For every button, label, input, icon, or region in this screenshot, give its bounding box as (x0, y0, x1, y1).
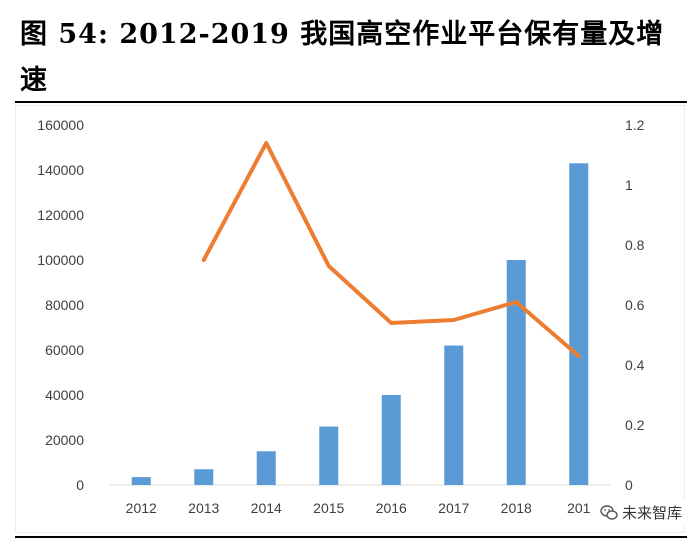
bar-2012 (131, 477, 151, 485)
y-left-tick-label: 140000 (37, 162, 84, 178)
y-left-tick-label: 0 (76, 477, 84, 493)
chart-area: 160000 140000 120000 100000 80000 60000 40000 2… (14, 104, 686, 534)
y-left-tick-label: 120000 (37, 207, 84, 223)
left-axis-ticks: 160000 140000 120000 100000 80000 60000 40000 2… (37, 117, 84, 493)
bar-2016 (381, 395, 401, 485)
y-left-tick-label: 20000 (45, 432, 84, 448)
y-right-tick-label: 0.2 (625, 417, 645, 433)
y-right-tick-label: 0 (625, 477, 633, 493)
growth-line-series (201, 141, 581, 358)
x-axis-ticks: 2012 2013 2014 2015 2016 2017 2018 201 (126, 500, 591, 516)
x-tick-label: 2013 (188, 500, 219, 516)
bar-2017 (444, 345, 464, 485)
bar-2013 (194, 469, 214, 485)
figure-title: 图 54: 2012-2019 我国高空作业平台保有量及增速 (20, 19, 665, 96)
y-left-tick-label: 160000 (37, 117, 84, 133)
bar-2014 (256, 451, 276, 485)
y-right-tick-label: 0.6 (625, 297, 645, 313)
x-tick-label: 2018 (501, 500, 532, 516)
x-tick-label: 2017 (438, 500, 469, 516)
bar-2015 (319, 426, 339, 485)
x-tick-label: 2015 (313, 500, 344, 516)
y-left-tick-label: 100000 (37, 252, 84, 268)
chart-svg: 1600001400001200001000008000060000400002… (14, 104, 686, 534)
watermark-text: 未来智库 (621, 504, 682, 522)
y-right-tick-label: 1 (625, 177, 633, 193)
x-tick-label: 2014 (251, 500, 282, 516)
y-left-tick-label: 80000 (45, 297, 84, 313)
y-right-tick-label: 0.8 (625, 237, 645, 253)
x-tick-label: 201 (567, 500, 591, 516)
x-tick-label: 2012 (126, 500, 157, 516)
bar-2018 (506, 260, 526, 485)
bar-2019 (569, 163, 589, 485)
wechat-icon (600, 504, 618, 520)
bar-series (131, 163, 589, 485)
title-divider (15, 101, 687, 103)
y-right-tick-label: 1.2 (625, 117, 645, 133)
y-left-tick-label: 40000 (45, 387, 84, 403)
watermark: 未来智库 (595, 500, 686, 525)
bottom-divider (15, 536, 687, 538)
y-left-tick-label: 60000 (45, 342, 84, 358)
right-axis-ticks: 1.2 1 0.8 0.6 0.4 0.2 0 (625, 117, 645, 493)
x-tick-label: 2016 (376, 500, 407, 516)
y-right-tick-label: 0.4 (625, 357, 645, 373)
